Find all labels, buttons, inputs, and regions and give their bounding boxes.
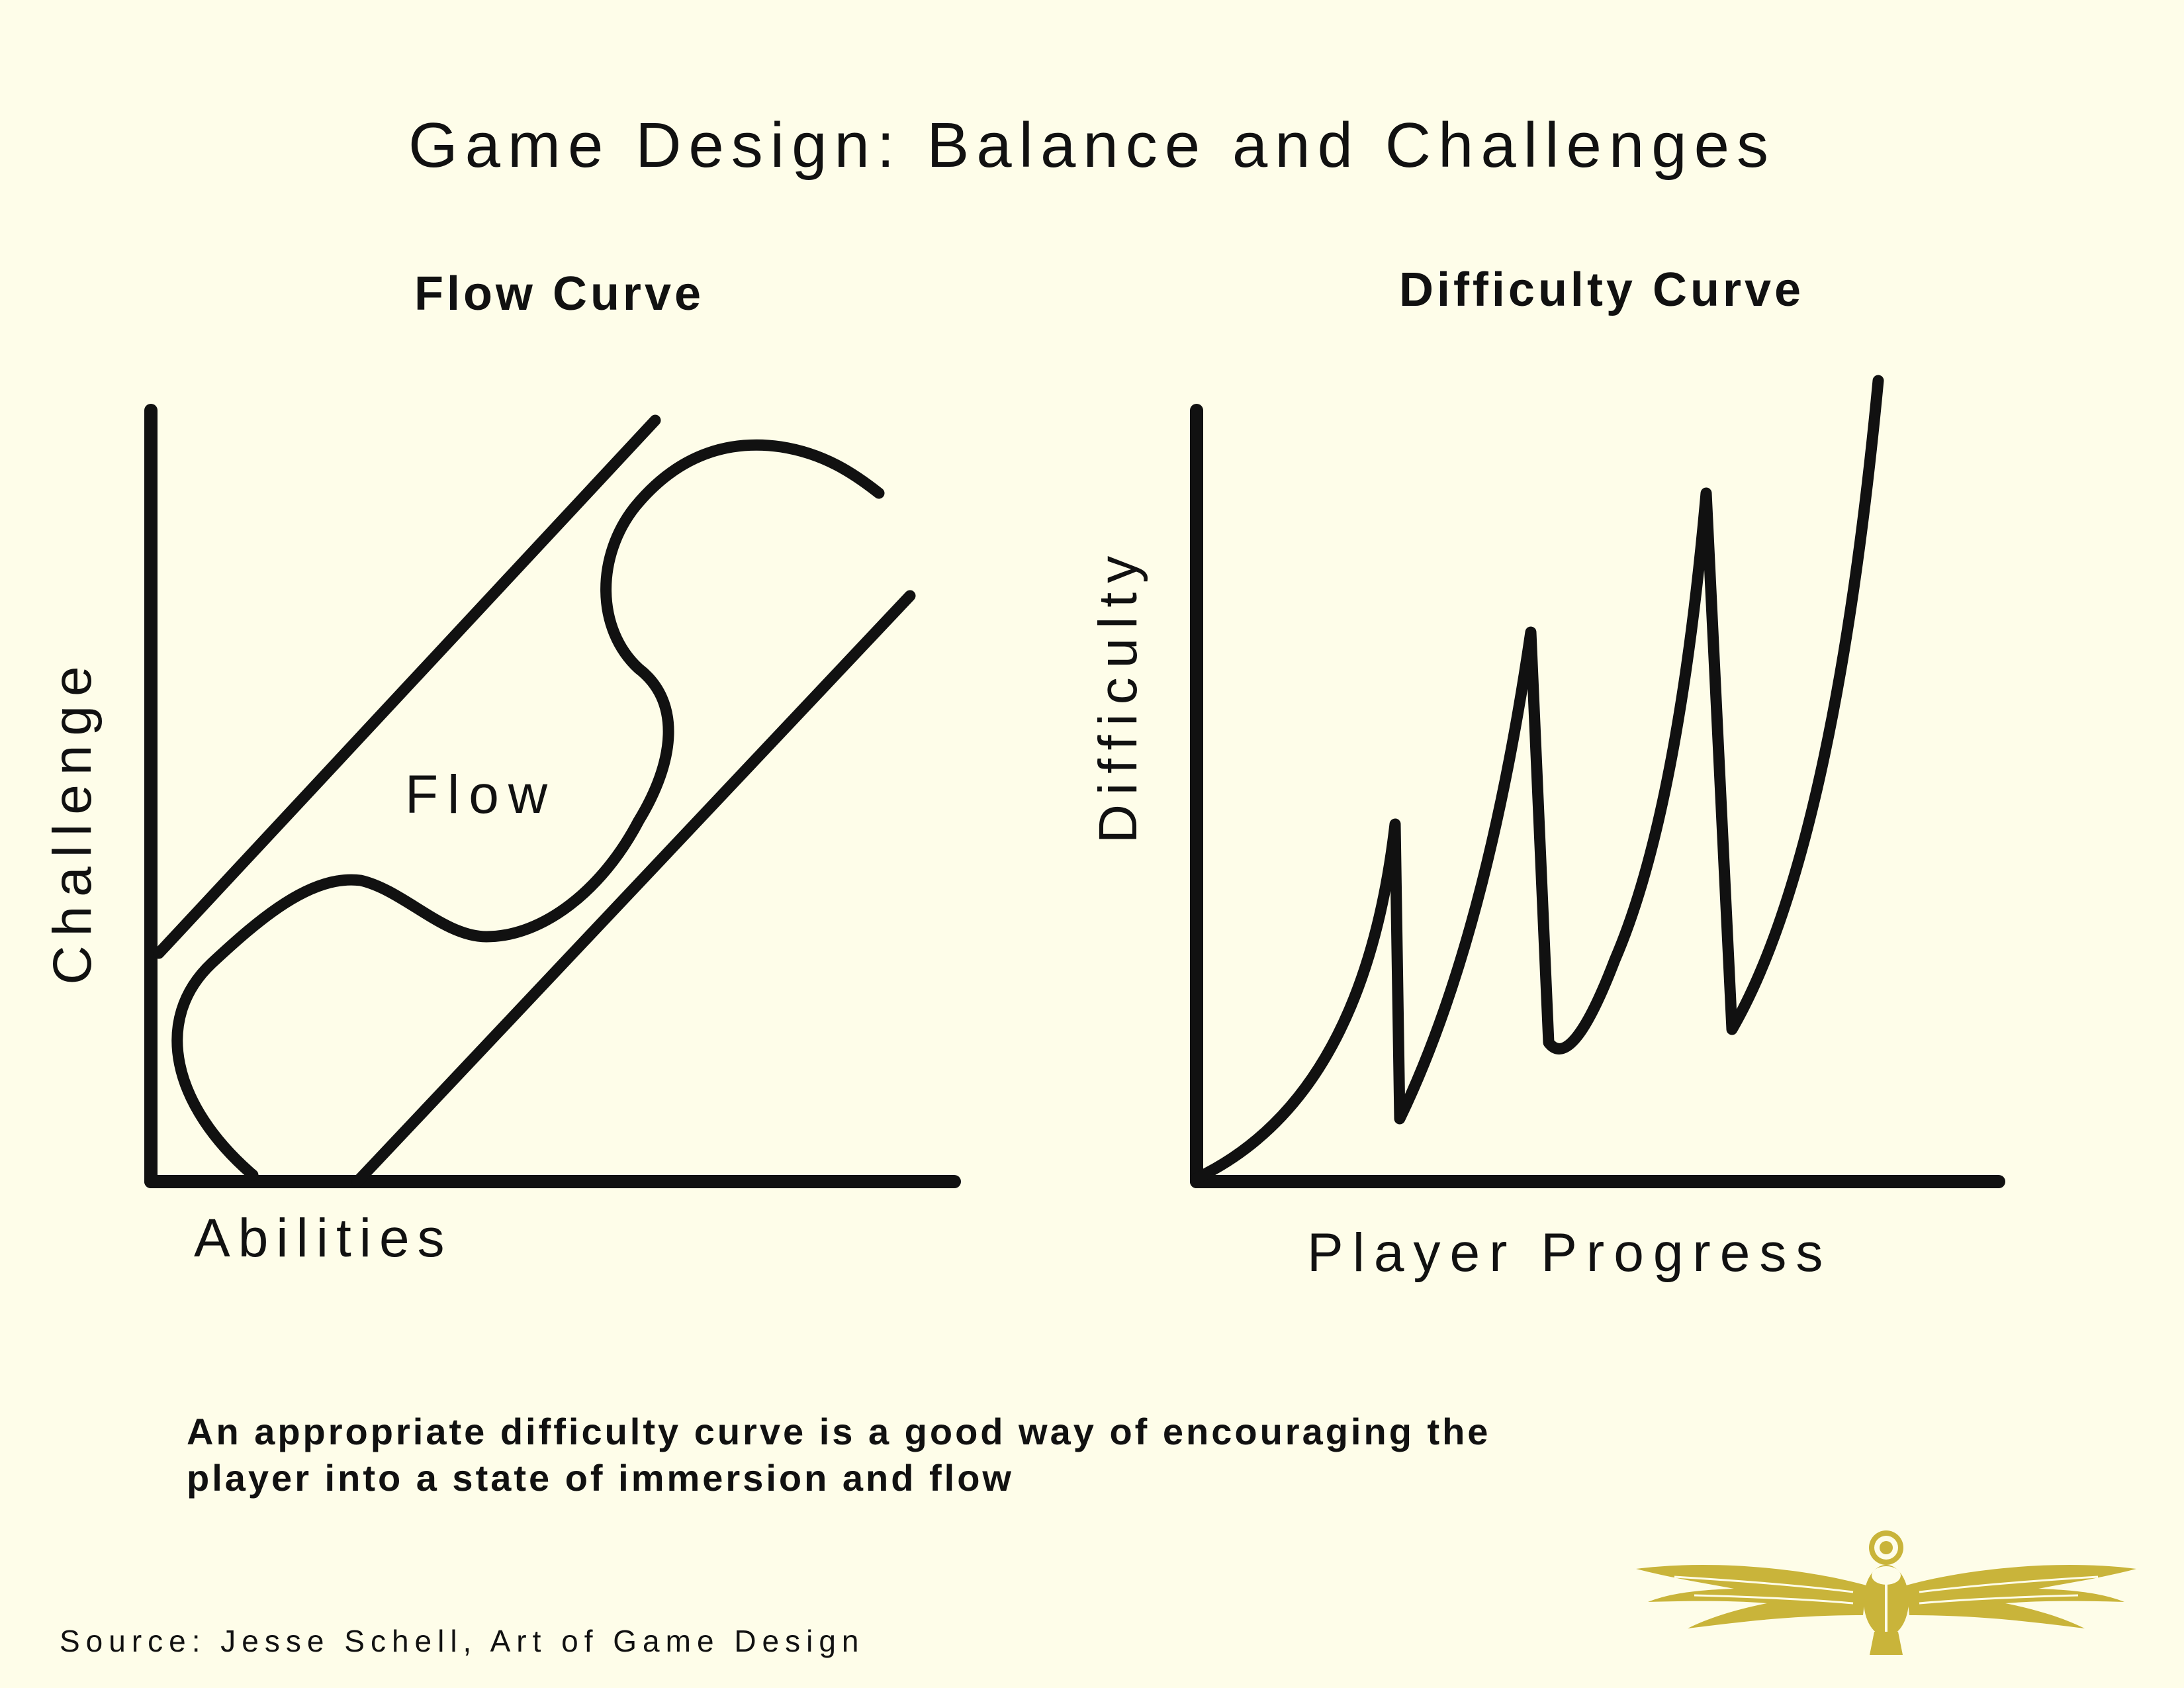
- difficulty-axis-label: Difficulty: [1088, 546, 1148, 844]
- flow-region-label: Flow: [405, 765, 557, 825]
- challenge-axis-label: Challenge: [42, 657, 103, 985]
- flow-path: [171, 439, 885, 1181]
- winged-scarab-icon: [1636, 1530, 2136, 1655]
- flow-upper-boundary: [153, 414, 661, 959]
- caption-line-1: An appropriate difficulty curve is a goo…: [187, 1411, 1491, 1452]
- caption-line-2: player into a state of immersion and flo…: [187, 1457, 1014, 1499]
- abilities-axis-label: Abilities: [194, 1208, 453, 1268]
- flow-curve-diagram: [144, 404, 961, 1188]
- page-title: Game Design: Balance and Challenges: [408, 110, 1776, 181]
- source-note: Source: Jesse Schell, Art of Game Design: [60, 1624, 865, 1658]
- difficulty-sawtooth-curve: [1191, 375, 1884, 1184]
- flow-lower-boundary: [351, 590, 916, 1188]
- flow-curve-title: Flow Curve: [414, 267, 705, 320]
- player-progress-axis-label: Player Progress: [1307, 1223, 1833, 1283]
- caption: An appropriate difficulty curve is a goo…: [187, 1409, 1907, 1501]
- difficulty-curve-title: Difficulty Curve: [1398, 263, 1805, 316]
- difficulty-curve-diagram: [1190, 375, 2005, 1188]
